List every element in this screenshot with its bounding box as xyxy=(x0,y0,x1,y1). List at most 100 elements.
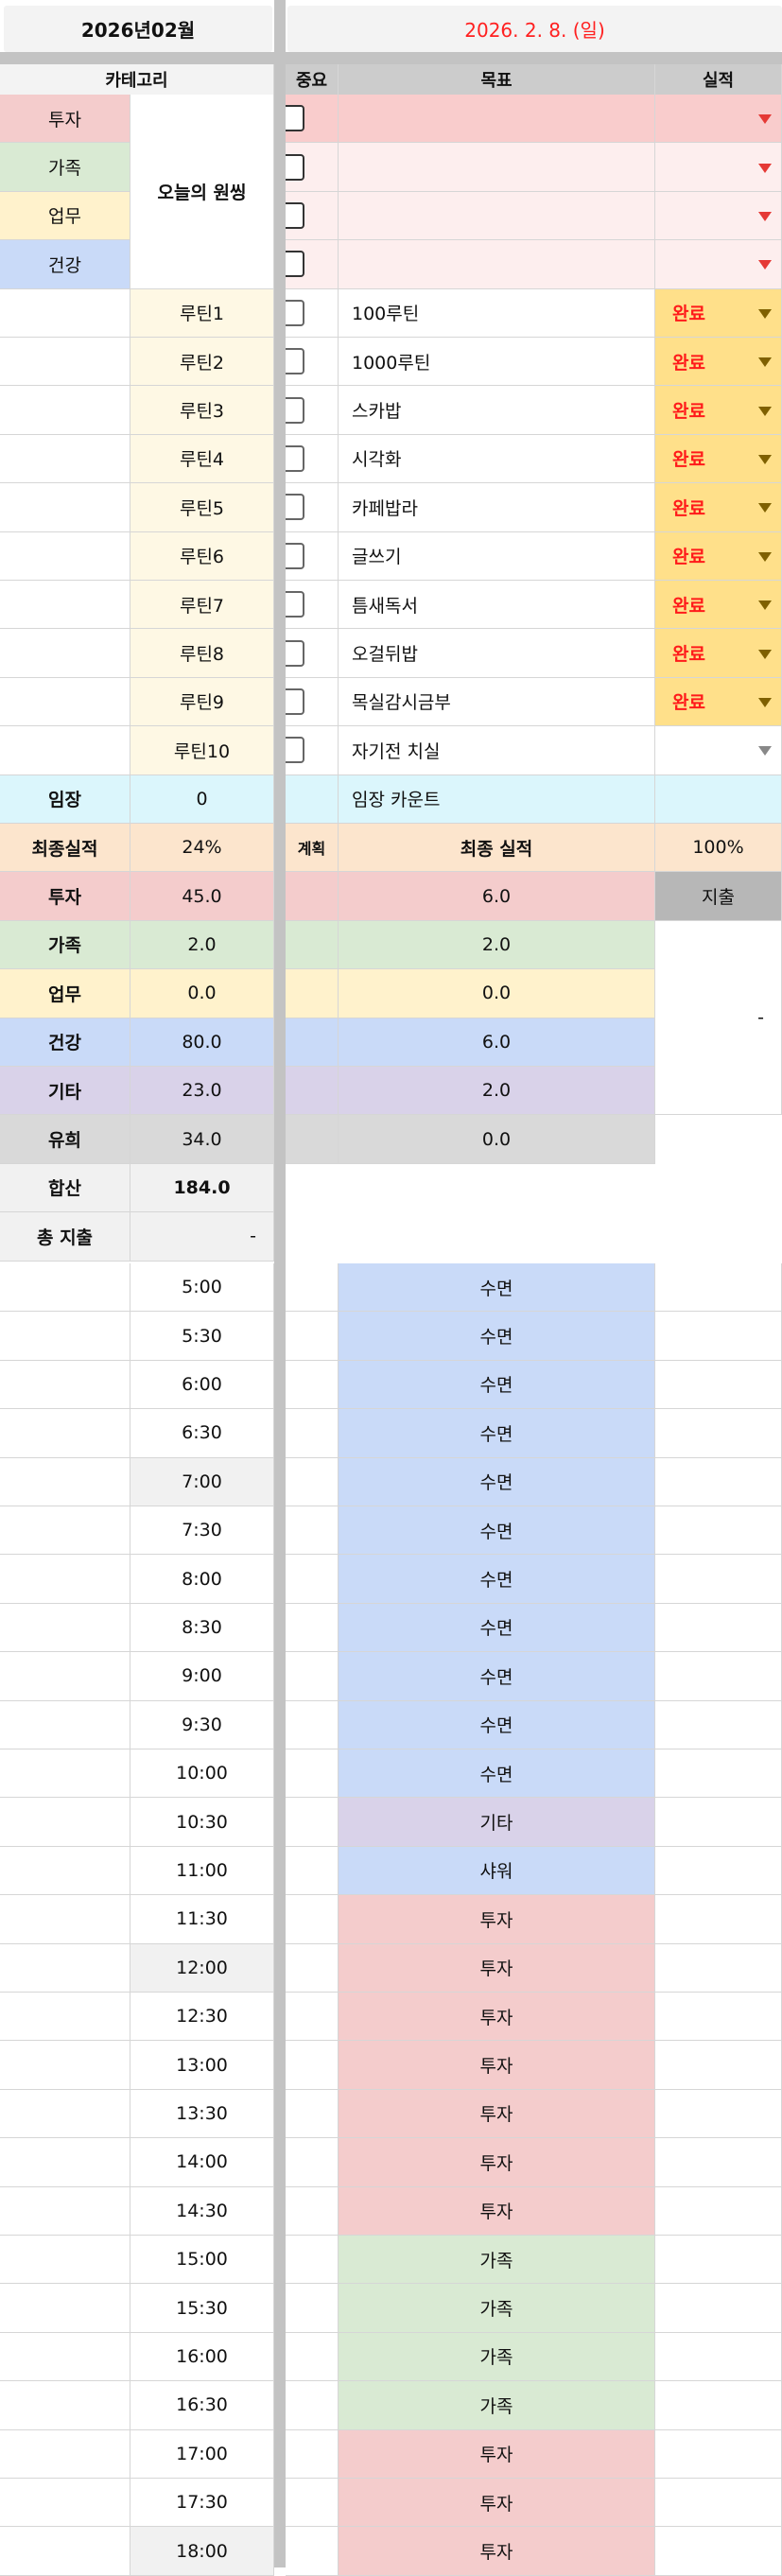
result-dropdown[interactable] xyxy=(655,143,782,192)
schedule-activity[interactable]: 투자 xyxy=(339,2089,655,2139)
schedule-activity[interactable]: 투자 xyxy=(339,1895,655,1944)
routine-goal[interactable]: 1000루틴 xyxy=(339,338,655,387)
schedule-activity[interactable]: 투자 xyxy=(339,2479,655,2528)
routine-goal[interactable]: 틈새독서 xyxy=(339,581,655,630)
checkbox[interactable] xyxy=(286,105,304,132)
result-dropdown[interactable]: 완료 xyxy=(655,629,782,678)
result-dropdown[interactable]: 완료 xyxy=(655,531,782,581)
schedule-activity[interactable]: 투자 xyxy=(339,2041,655,2090)
schedule-activity[interactable]: 기타 xyxy=(339,1798,655,1847)
result-dropdown[interactable] xyxy=(655,726,782,775)
dropdown-arrow-icon[interactable] xyxy=(758,163,772,173)
result-dropdown[interactable]: 완료 xyxy=(655,288,782,338)
imjang-value[interactable]: 0 xyxy=(130,775,274,824)
routine-goal[interactable]: 오걸뒤밥 xyxy=(339,629,655,678)
checkbox[interactable] xyxy=(286,494,304,521)
routine-goal[interactable]: 자기전 치실 xyxy=(339,726,655,775)
schedule-activity[interactable]: 투자 xyxy=(339,1943,655,1993)
checkbox[interactable] xyxy=(286,348,304,375)
result-dropdown[interactable]: 완료 xyxy=(655,483,782,532)
importance-cell[interactable] xyxy=(286,191,339,241)
checkbox[interactable] xyxy=(286,737,304,764)
schedule-activity[interactable]: 가족 xyxy=(339,2381,655,2430)
dropdown-arrow-icon[interactable] xyxy=(758,649,772,659)
importance-cell[interactable] xyxy=(286,240,339,289)
schedule-activity[interactable]: 수면 xyxy=(339,1603,655,1653)
frozen-row-divider[interactable] xyxy=(0,52,782,64)
goal-input[interactable] xyxy=(339,95,655,144)
result-dropdown[interactable] xyxy=(655,95,782,144)
schedule-activity[interactable]: 수면 xyxy=(339,1360,655,1410)
dropdown-arrow-icon[interactable] xyxy=(758,746,772,757)
dropdown-arrow-icon[interactable] xyxy=(758,551,772,562)
schedule-activity[interactable]: 샤워 xyxy=(339,1846,655,1896)
schedule-activity[interactable]: 수면 xyxy=(339,1555,655,1604)
checkbox[interactable] xyxy=(286,201,304,229)
checkbox[interactable] xyxy=(286,153,304,181)
result-dropdown[interactable] xyxy=(655,191,782,241)
schedule-activity[interactable]: 수면 xyxy=(339,1652,655,1701)
routine-goal[interactable]: 글쓰기 xyxy=(339,531,655,581)
routine-goal[interactable]: 목실감시금부 xyxy=(339,677,655,727)
goal-input[interactable] xyxy=(339,143,655,192)
dropdown-arrow-icon[interactable] xyxy=(758,308,772,319)
goal-input[interactable] xyxy=(339,240,655,289)
schedule-activity[interactable]: 수면 xyxy=(339,1409,655,1458)
dropdown-arrow-icon[interactable] xyxy=(758,406,772,416)
routine-goal[interactable]: 카페밥라 xyxy=(339,483,655,532)
result-dropdown[interactable]: 완료 xyxy=(655,338,782,387)
importance-cell[interactable] xyxy=(286,338,339,387)
checkbox[interactable] xyxy=(286,639,304,667)
schedule-activity[interactable]: 투자 xyxy=(339,1993,655,2042)
goal-input[interactable] xyxy=(339,191,655,241)
importance-cell[interactable] xyxy=(286,434,339,484)
schedule-activity[interactable]: 투자 xyxy=(339,2429,655,2479)
importance-cell[interactable] xyxy=(286,531,339,581)
checkbox[interactable] xyxy=(286,299,304,326)
schedule-activity[interactable]: 투자 xyxy=(339,2186,655,2236)
importance-cell[interactable] xyxy=(286,677,339,727)
importance-cell[interactable] xyxy=(286,483,339,532)
routine-goal[interactable]: 시각화 xyxy=(339,434,655,484)
result-dropdown[interactable]: 완료 xyxy=(655,677,782,727)
schedule-activity[interactable]: 수면 xyxy=(339,1749,655,1799)
importance-cell[interactable] xyxy=(286,288,339,338)
importance-cell[interactable] xyxy=(286,726,339,775)
schedule-activity[interactable]: 수면 xyxy=(339,1263,655,1313)
routine-goal[interactable]: 스카밥 xyxy=(339,386,655,435)
result-dropdown[interactable]: 완료 xyxy=(655,434,782,484)
routine-goal[interactable]: 100루틴 xyxy=(339,288,655,338)
schedule-activity[interactable]: 투자 xyxy=(339,2138,655,2187)
importance-cell[interactable] xyxy=(286,629,339,678)
schedule-activity[interactable]: 수면 xyxy=(339,1457,655,1506)
importance-cell[interactable] xyxy=(286,143,339,192)
frozen-column-divider[interactable] xyxy=(274,0,286,2567)
schedule-activity[interactable]: 수면 xyxy=(339,1506,655,1556)
checkbox[interactable] xyxy=(286,396,304,424)
checkbox[interactable] xyxy=(286,591,304,618)
result-dropdown[interactable] xyxy=(655,240,782,289)
checkbox[interactable] xyxy=(286,542,304,569)
schedule-activity[interactable]: 가족 xyxy=(339,2332,655,2382)
importance-cell[interactable] xyxy=(286,581,339,630)
schedule-activity[interactable]: 가족 xyxy=(339,2236,655,2285)
schedule-activity[interactable]: 투자 xyxy=(339,2527,655,2576)
importance-cell[interactable] xyxy=(286,386,339,435)
dropdown-arrow-icon[interactable] xyxy=(758,357,772,368)
importance-cell[interactable] xyxy=(286,95,339,144)
dropdown-arrow-icon[interactable] xyxy=(758,211,772,221)
checkbox[interactable] xyxy=(286,251,304,278)
dropdown-arrow-icon[interactable] xyxy=(758,114,772,125)
result-dropdown[interactable]: 완료 xyxy=(655,581,782,630)
result-dropdown[interactable]: 완료 xyxy=(655,386,782,435)
schedule-activity[interactable]: 수면 xyxy=(339,1700,655,1749)
checkbox[interactable] xyxy=(286,444,304,472)
dropdown-arrow-icon[interactable] xyxy=(758,503,772,513)
dropdown-arrow-icon[interactable] xyxy=(758,454,772,464)
dropdown-arrow-icon[interactable] xyxy=(758,260,772,270)
dropdown-arrow-icon[interactable] xyxy=(758,600,772,611)
schedule-activity[interactable]: 가족 xyxy=(339,2284,655,2333)
dropdown-arrow-icon[interactable] xyxy=(758,697,772,707)
checkbox[interactable] xyxy=(286,688,304,715)
schedule-activity[interactable]: 수면 xyxy=(339,1312,655,1361)
